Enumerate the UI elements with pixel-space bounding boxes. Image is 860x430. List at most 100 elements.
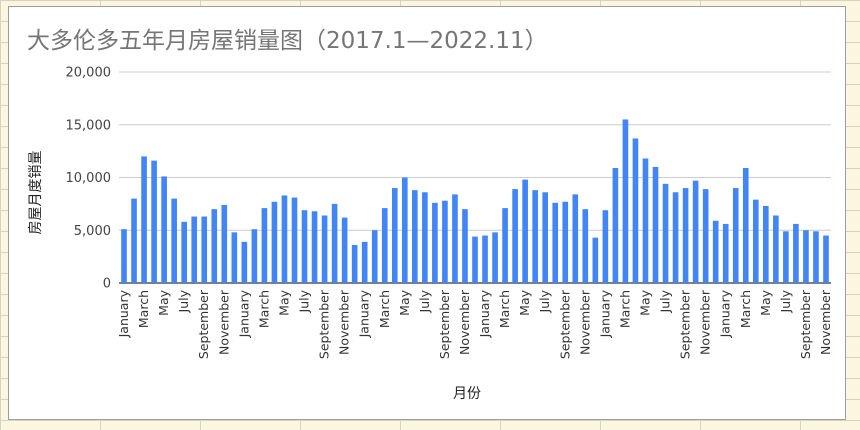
bar[interactable] (462, 209, 468, 283)
bar[interactable] (502, 208, 508, 283)
x-tick-label: January (718, 289, 733, 338)
bar[interactable] (552, 202, 559, 283)
x-tick-label: September (196, 289, 211, 359)
x-tick-label: May (397, 289, 412, 315)
bar[interactable] (642, 158, 649, 283)
y-tick-label: 15,000 (66, 118, 112, 133)
bar[interactable] (662, 183, 669, 283)
bar[interactable] (432, 202, 438, 283)
bar[interactable] (121, 229, 127, 283)
x-axis-label: 月份 (453, 386, 481, 402)
bar[interactable] (823, 235, 829, 283)
x-tick-label: March (136, 290, 151, 328)
bar[interactable] (803, 230, 809, 283)
bar[interactable] (592, 237, 599, 283)
x-tick-label: September (317, 289, 332, 359)
bar[interactable] (582, 209, 589, 283)
bar[interactable] (712, 220, 719, 283)
x-tick-label: May (637, 289, 652, 315)
bar[interactable] (391, 188, 398, 283)
x-tick-label: July (417, 289, 432, 313)
bar[interactable] (191, 216, 198, 283)
x-tick-label: January (597, 289, 612, 338)
bar[interactable] (361, 241, 368, 283)
bar[interactable] (722, 223, 729, 283)
bar[interactable] (141, 156, 147, 283)
bar[interactable] (201, 216, 208, 283)
bar[interactable] (773, 215, 779, 283)
x-tick-label: March (256, 290, 271, 328)
bar[interactable] (401, 177, 408, 284)
bar[interactable] (742, 168, 749, 283)
bar[interactable] (151, 160, 157, 283)
bar[interactable] (542, 192, 549, 283)
bar[interactable] (622, 119, 629, 283)
x-tick-label: March (738, 290, 753, 328)
bar[interactable] (291, 197, 298, 283)
bar[interactable] (763, 205, 769, 283)
bar[interactable] (221, 204, 228, 283)
bar[interactable] (813, 231, 819, 283)
bar[interactable] (732, 188, 739, 283)
bar[interactable] (371, 230, 378, 283)
bar[interactable] (472, 236, 478, 283)
bar[interactable] (331, 203, 338, 284)
bar[interactable] (682, 188, 689, 283)
bar[interactable] (211, 209, 218, 283)
x-tick-label: January (116, 289, 131, 338)
bar[interactable] (131, 198, 137, 283)
bar[interactable] (412, 190, 418, 283)
y-tick-label: 5,000 (74, 224, 111, 239)
x-tick-label: January (236, 289, 251, 338)
bar[interactable] (161, 176, 167, 283)
x-tick-label: May (156, 289, 171, 315)
x-tick-label: July (537, 289, 552, 313)
bar[interactable] (281, 195, 288, 283)
bar[interactable] (261, 208, 268, 283)
bar[interactable] (422, 192, 428, 283)
bar[interactable] (532, 190, 538, 283)
bar[interactable] (752, 199, 759, 283)
y-tick-labels: 0 5,000 10,000 15,000 20,000 (66, 66, 112, 292)
bar[interactable] (381, 208, 388, 283)
bar[interactable] (341, 217, 348, 283)
bar[interactable] (692, 180, 699, 283)
bar[interactable] (632, 138, 639, 283)
bar[interactable] (241, 241, 248, 283)
bar[interactable] (562, 201, 569, 283)
bar[interactable] (612, 168, 619, 283)
bar[interactable] (442, 200, 448, 283)
bar[interactable] (301, 210, 308, 283)
y-tick-label: 0 (103, 277, 111, 292)
bar[interactable] (492, 232, 498, 283)
bar[interactable] (231, 232, 238, 283)
bar[interactable] (522, 179, 528, 283)
bar[interactable] (351, 245, 358, 283)
chart-card[interactable]: 大多伦多五年月房屋销量图（2017.1—2022.11） 0 5,000 10,00… (8, 6, 846, 420)
x-tick-label: July (658, 289, 673, 313)
x-tick-label: March (617, 290, 632, 328)
bar[interactable] (783, 231, 789, 283)
bar[interactable] (572, 194, 579, 283)
x-tick-label: July (176, 289, 191, 313)
bar[interactable] (672, 192, 679, 283)
bar[interactable] (271, 201, 278, 283)
bar[interactable] (171, 198, 177, 283)
bar[interactable] (702, 189, 709, 283)
x-tick-label: November (818, 289, 833, 355)
bar[interactable] (602, 210, 609, 283)
y-axis-label: 房屋月度销量 (28, 151, 44, 235)
bar[interactable] (181, 221, 187, 283)
x-tick-label: May (517, 289, 532, 315)
bar[interactable] (652, 166, 659, 283)
bar[interactable] (321, 215, 328, 283)
bar[interactable] (512, 189, 518, 283)
x-tick-label: March (377, 290, 392, 328)
bar[interactable] (452, 194, 458, 283)
x-tick-labels: January March May July September November Janu… (116, 289, 833, 359)
bar[interactable] (251, 229, 258, 283)
bar[interactable] (793, 223, 799, 283)
bar[interactable] (482, 235, 488, 283)
bar[interactable] (311, 211, 318, 283)
x-tick-label: November (457, 289, 472, 355)
